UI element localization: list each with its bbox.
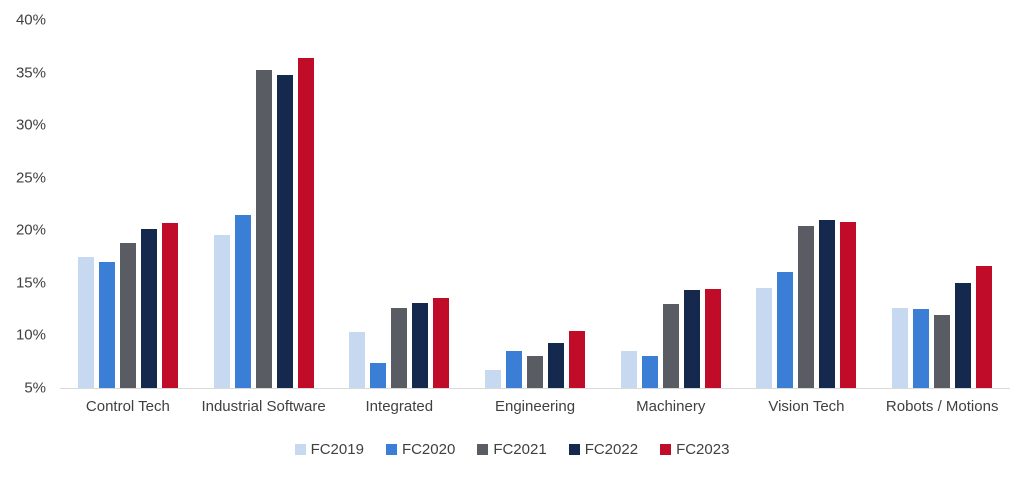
y-axis: 5% 10% 15% 20% 25% 30% 35% 40% [0, 12, 46, 397]
x-axis-label-integrated: Integrated [365, 398, 434, 415]
bar-fc2022-vision-tech [819, 219, 836, 388]
legend-item-fc2020: FC2020 [385, 441, 456, 458]
bar-fc2021-vision-tech [798, 226, 815, 388]
y-axis-tick-label: 40% [15, 11, 46, 29]
bar-fc2022-robots-motions [955, 282, 972, 388]
x-axis-label-industrial-software: Industrial Software [201, 398, 326, 415]
bar-fc2019-machinery [620, 351, 637, 388]
bar-fc2023-machinery [704, 289, 721, 388]
y-axis-tick-label: 5% [24, 379, 46, 397]
x-axis-label-engineering: Engineering [494, 398, 576, 415]
bar-fc2020-industrial-software [234, 214, 251, 388]
bar-fc2020-control-tech [98, 261, 115, 388]
plot-area [60, 20, 1010, 389]
x-axis-label-robots-motions: Robots / Motions [885, 398, 999, 415]
x-axis-label-vision-tech: Vision Tech [768, 398, 845, 415]
bar-fc2020-integrated [370, 362, 387, 388]
bar-fc2021-engineering [527, 356, 544, 388]
bar-fc2023-industrial-software [297, 57, 314, 388]
legend-item-fc2019: FC2019 [294, 441, 364, 458]
legend: FC2019 FC2020 FC2021 FC2022 FC2023 [0, 441, 1024, 458]
bar-fc2023-control-tech [161, 222, 178, 388]
bar-fc2019-integrated [349, 332, 366, 388]
legend-item-fc2022: FC2022 [568, 441, 639, 458]
plot-groups [60, 20, 1010, 388]
x-axis: Control Tech Industrial Software Integrate… [60, 398, 1010, 415]
bar-group-vision-tech [739, 20, 875, 388]
bar-fc2023-integrated [433, 297, 450, 388]
bar-fc2020-vision-tech [777, 272, 794, 388]
legend-swatch-icon [660, 444, 672, 455]
bar-fc2023-vision-tech [840, 221, 857, 388]
bar-fc2021-control-tech [119, 242, 136, 388]
x-axis-label-machinery: Machinery [636, 398, 706, 415]
bar-group-engineering [467, 20, 603, 388]
y-axis-tick-label: 10% [15, 326, 46, 344]
bar-fc2020-engineering [506, 351, 523, 388]
bar-fc2019-control-tech [77, 256, 94, 388]
bar-fc2023-engineering [569, 331, 586, 388]
y-axis-tick-label: 25% [15, 169, 46, 187]
bar-fc2019-vision-tech [756, 288, 773, 388]
bar-fc2019-engineering [485, 370, 502, 388]
legend-label: FC2021 [493, 441, 547, 458]
bar-fc2021-industrial-software [255, 70, 272, 388]
bar-fc2019-robots-motions [892, 308, 909, 388]
legend-swatch-icon [477, 444, 489, 455]
legend-item-fc2023: FC2023 [660, 441, 729, 458]
y-axis-tick-label: 30% [15, 116, 46, 134]
bar-fc2023-robots-motions [976, 266, 993, 388]
bar-fc2021-integrated [391, 308, 408, 388]
bar-fc2019-industrial-software [213, 234, 230, 388]
bar-group-robots-motions [874, 20, 1010, 388]
bar-fc2022-industrial-software [276, 74, 293, 388]
y-axis-tick-label: 20% [15, 221, 46, 239]
legend-label: FC2023 [676, 441, 730, 458]
y-axis-tick-label: 15% [15, 274, 46, 292]
legend-swatch-icon [294, 444, 306, 455]
bar-group-industrial-software [196, 20, 332, 388]
bar-fc2022-integrated [412, 302, 429, 388]
bar-fc2021-machinery [662, 303, 679, 388]
bar-fc2020-machinery [641, 356, 658, 388]
bar-group-control-tech [60, 20, 196, 388]
bar-fc2022-control-tech [140, 229, 157, 388]
bar-group-integrated [331, 20, 467, 388]
bar-fc2021-robots-motions [934, 315, 951, 388]
y-axis-tick-label: 35% [15, 64, 46, 82]
bar-fc2022-machinery [683, 290, 700, 388]
legend-label: FC2020 [401, 441, 456, 458]
bar-fc2020-robots-motions [913, 309, 930, 388]
bar-fc2022-engineering [548, 342, 565, 388]
bar-group-machinery [603, 20, 739, 388]
legend-swatch-icon [568, 444, 580, 455]
legend-item-fc2021: FC2021 [477, 441, 547, 458]
legend-swatch-icon [385, 444, 397, 455]
x-axis-label-control-tech: Control Tech [85, 398, 170, 415]
legend-label: FC2019 [310, 441, 364, 458]
legend-label: FC2022 [584, 441, 639, 458]
